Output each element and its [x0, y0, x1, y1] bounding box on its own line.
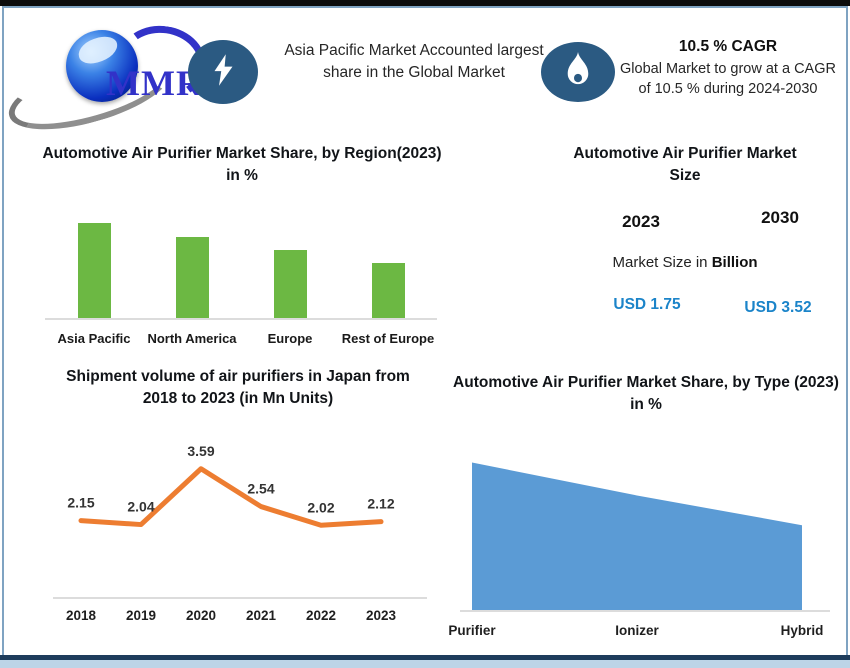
bar-column-0	[45, 223, 143, 318]
area-x-label-1: Ionizer	[615, 623, 659, 638]
frame-top-bar	[0, 0, 850, 6]
bar-column-2	[241, 250, 339, 318]
market-size-caption: Market Size in Billion	[573, 254, 797, 271]
logo-text: MMR	[106, 63, 203, 103]
line-chart-svg: 2.15 2.04 3.59 2.54 2.02 2.12 2018 2019 2020 2021…	[53, 443, 427, 623]
line-value-label-2: 3.59	[187, 443, 214, 459]
bar-labels: Asia Pacific North America Europe Rest of E…	[45, 331, 437, 346]
frame-bottom-navy-bar	[0, 655, 850, 660]
bar-1	[175, 237, 209, 318]
market-size-value-2023: USD 1.75	[613, 296, 681, 313]
flame-icon	[562, 51, 594, 93]
bar-plot	[45, 212, 437, 320]
line-x-label-1: 2019	[126, 608, 156, 623]
bar-column-3	[339, 263, 437, 318]
lightning-icon	[210, 53, 237, 92]
market-size-year-2023: 2023	[622, 212, 660, 231]
area-x-label-0: Purifier	[448, 623, 496, 638]
line-value-label-4: 2.02	[307, 499, 334, 515]
bar-chart-title: Automotive Air Purifier Market Share, by…	[42, 145, 442, 184]
cagr-title: 10.5 % CAGR	[678, 38, 778, 55]
bar-0	[77, 223, 111, 318]
bar-category-label-0: Asia Pacific	[57, 331, 131, 346]
cagr-text: Global Market to grow at a CAGR of 10.5 …	[620, 61, 836, 98]
area-chart-title: Automotive Air Purifier Market Share, by…	[453, 374, 839, 413]
cagr-block: 10.5 % CAGR Global Market to grow at a C…	[612, 36, 844, 99]
area-chart-svg: Purifier Ionizer Hybrid	[448, 462, 830, 638]
line-value-label-0: 2.15	[67, 495, 94, 511]
bar-chart: Asia Pacific North America Europe Rest of E…	[45, 212, 437, 346]
mmr-logo: MMR	[1, 20, 211, 145]
frame-bottom-light-bar	[0, 660, 850, 668]
market-size-year-2030: 2030	[761, 208, 799, 227]
line-value-label-1: 2.04	[127, 499, 154, 515]
bar-3	[371, 263, 405, 318]
line-x-label-2: 2020	[186, 608, 216, 623]
market-size-caption-prefix: Market Size in	[612, 254, 712, 271]
bar-category-label-2: Europe	[267, 331, 313, 346]
line-x-label-3: 2021	[246, 608, 277, 623]
lightning-badge	[188, 40, 258, 104]
line-chart-title: Shipment volume of air purifiers in Japa…	[66, 368, 410, 407]
bar-category-label-3: Rest of Europe	[341, 331, 435, 346]
bar-category-label-1: North America	[147, 331, 237, 346]
bar-column-1	[143, 237, 241, 318]
area-chart: Purifier Ionizer Hybrid	[448, 438, 840, 646]
flame-badge	[541, 42, 615, 102]
line-value-label-5: 2.12	[367, 496, 394, 512]
line-x-label-4: 2022	[306, 608, 336, 623]
line-value-label-3: 2.54	[247, 481, 274, 497]
market-size-title: Automotive Air Purifier Market Size	[573, 145, 797, 184]
line-chart: 2.15 2.04 3.59 2.54 2.02 2.12 2018 2019 2020 2021…	[45, 442, 435, 632]
market-size-caption-unit: Billion	[711, 254, 758, 271]
bar-2	[273, 250, 307, 318]
line-x-label-5: 2023	[366, 608, 397, 623]
market-size-value-2030: USD 3.52	[744, 299, 812, 316]
area-x-label-2: Hybrid	[781, 623, 824, 638]
line-x-label-0: 2018	[66, 608, 97, 623]
header-highlight-text: Asia Pacific Market Accounted largest sh…	[284, 42, 544, 82]
